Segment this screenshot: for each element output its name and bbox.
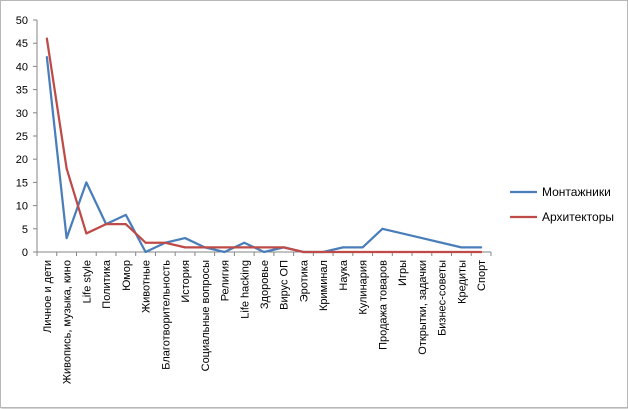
x-tick-label: Животные xyxy=(141,260,153,313)
data-point-series-1 xyxy=(322,251,325,253)
x-tick-label: Эротика xyxy=(298,259,310,302)
data-point-series-0 xyxy=(440,241,443,244)
data-point-series-0 xyxy=(125,214,127,216)
x-tick-label: Социальные вопросы xyxy=(200,260,212,371)
data-point-series-0 xyxy=(65,237,68,239)
data-point-series-1 xyxy=(105,223,107,225)
y-tick-label: 5 xyxy=(22,224,28,236)
data-point-series-0 xyxy=(243,241,246,244)
data-point-series-0 xyxy=(401,232,403,235)
x-tick-label: Благотворительность xyxy=(160,260,172,370)
data-point-series-1 xyxy=(144,241,147,244)
y-tick-label: 20 xyxy=(16,154,28,166)
data-point-series-1 xyxy=(223,246,226,249)
data-point-series-0 xyxy=(421,237,423,239)
x-tick-label: Здоровье xyxy=(259,260,271,309)
data-point-series-0 xyxy=(263,251,265,253)
data-point-series-0 xyxy=(184,237,186,239)
y-tick-label: 40 xyxy=(16,61,28,73)
x-tick-label: Наука xyxy=(338,259,350,290)
y-tick-label: 30 xyxy=(16,108,28,120)
series-line-0 xyxy=(45,55,483,254)
data-point-series-1 xyxy=(480,251,482,253)
data-point-series-1 xyxy=(85,232,88,235)
y-tick-label: 35 xyxy=(16,85,28,97)
data-point-series-1 xyxy=(164,241,167,244)
x-tick-label: Живопись, музыка, кино xyxy=(62,260,74,384)
x-tick-label: Life style xyxy=(81,260,93,303)
legend-label-montazhniki: Монтажники xyxy=(542,185,611,199)
data-point-series-0 xyxy=(144,251,147,253)
data-point-series-0 xyxy=(85,181,88,184)
data-point-series-0 xyxy=(480,246,482,249)
y-tick-label: 50 xyxy=(16,15,28,27)
data-point-series-0 xyxy=(342,246,344,249)
data-point-series-1 xyxy=(243,246,246,249)
data-point-series-1 xyxy=(342,251,344,253)
data-point-series-0 xyxy=(460,246,463,249)
data-point-series-1 xyxy=(263,246,265,249)
data-point-series-1 xyxy=(421,251,423,253)
legend: Монтажники Архитекторы xyxy=(510,185,614,224)
x-tick-label: Юмор xyxy=(121,260,133,291)
series-line-1 xyxy=(45,37,483,254)
x-tick-label: Бизнес-советы xyxy=(437,260,449,336)
y-tick-label: 15 xyxy=(16,177,28,189)
data-point-series-1 xyxy=(184,246,186,249)
data-point-series-1 xyxy=(125,223,127,225)
x-tick-label: Вирус ОП xyxy=(279,260,291,310)
data-point-series-1 xyxy=(282,246,285,249)
legend-label-arkhitektory: Архитекторы xyxy=(542,210,614,224)
x-tick-label: Открытки, задачки xyxy=(417,260,429,355)
x-tick-label: Life hacking xyxy=(239,260,251,319)
data-point-series-0 xyxy=(223,251,226,253)
x-tick-label: История xyxy=(180,260,192,303)
data-point-series-1 xyxy=(361,251,364,253)
data-point-series-1 xyxy=(381,251,384,253)
x-tick-label: Личное и дети xyxy=(42,260,54,333)
x-tick-label: Кулинария xyxy=(358,260,370,315)
x-tick-label: Спорт xyxy=(476,260,488,291)
data-point-series-0 xyxy=(46,56,48,58)
data-point-series-1 xyxy=(65,167,68,170)
data-point-series-1 xyxy=(46,37,48,40)
x-tick-label: Религия xyxy=(220,260,232,301)
data-point-series-1 xyxy=(460,251,463,253)
data-point-series-1 xyxy=(203,246,206,249)
plot-area: 0 5 10 15 20 25 30 35 40 45 50 Личное и дети Живопис… xyxy=(16,15,492,384)
y-tick-label: 45 xyxy=(16,38,28,50)
x-tick-label: Криминал xyxy=(318,260,330,311)
data-point-series-0 xyxy=(381,228,384,230)
data-point-series-0 xyxy=(361,246,364,249)
x-tick-label: Кредиты xyxy=(456,260,468,304)
data-point-series-1 xyxy=(440,251,443,253)
data-point-series-1 xyxy=(302,251,305,253)
y-tick-label: 25 xyxy=(16,131,28,143)
y-tick-label: 0 xyxy=(22,247,28,259)
x-tick-label: Политика xyxy=(101,259,113,309)
x-tick-label: Продажа товаров xyxy=(377,260,389,350)
data-point-series-1 xyxy=(401,251,403,253)
x-tick-label: Игры xyxy=(397,260,409,286)
y-tick-label: 10 xyxy=(16,201,28,213)
